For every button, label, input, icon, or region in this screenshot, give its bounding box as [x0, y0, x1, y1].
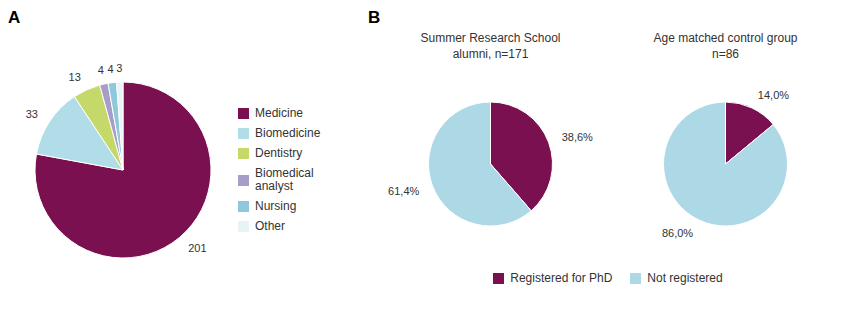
html-text:Biomedical analyst: Biomedical analyst [255, 166, 314, 193]
html-text:Age matched control group n=86: Age matched control group n=86 [653, 31, 798, 61]
html-text:Nursing: Nursing [255, 199, 297, 213]
html-text:Dentistry: Dentistry [255, 146, 303, 160]
svg-text:4: 4 [108, 63, 114, 75]
html-text:Summer Research School alumni,: Summer Research School alumni, n=171 [420, 31, 561, 61]
html-text:Not registered: Not registered [647, 271, 723, 285]
svg-text:33: 33 [26, 108, 38, 120]
svg-text:3: 3 [116, 62, 122, 74]
html-text:Medicine: Medicine [255, 106, 303, 120]
html-text:Biomedicine: Biomedicine [255, 126, 321, 140]
svg-text:61,4%: 61,4% [388, 185, 419, 197]
svg-text:86,0%: 86,0% [662, 227, 693, 239]
svg-text:13: 13 [69, 71, 81, 83]
svg-text:14,0%: 14,0% [758, 89, 789, 101]
html-text:Other: Other [255, 219, 285, 233]
svg-text:201: 201 [188, 242, 206, 254]
html-text:A: A [8, 8, 21, 27]
html-text:B: B [368, 8, 381, 27]
html-text:Registered for PhD: Registered for PhD [510, 271, 613, 285]
svg-text:38,6%: 38,6% [562, 131, 593, 143]
svg-text:4: 4 [98, 64, 104, 76]
